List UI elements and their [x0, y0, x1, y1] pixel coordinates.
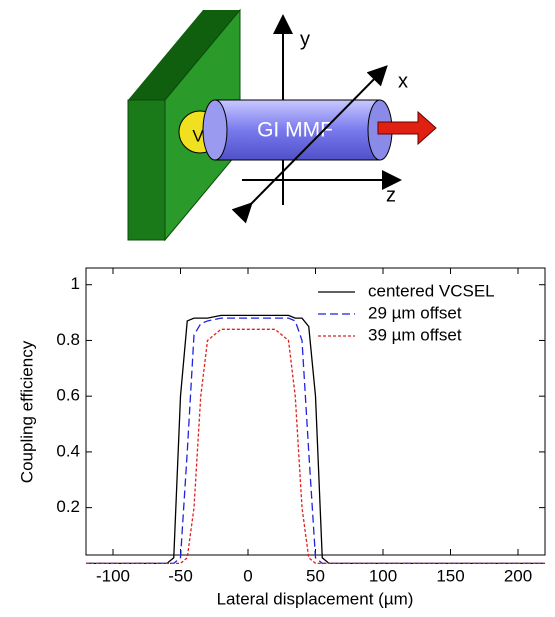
y-tick-label: 0.2 — [56, 497, 80, 516]
diagram: V y GI MMF x z — [127, 8, 437, 242]
legend-label: 29 µm offset — [368, 303, 462, 322]
x-tick-label: 100 — [369, 566, 397, 585]
z-axis-label: z — [386, 184, 396, 206]
series-line — [86, 314, 545, 565]
vcsel-label: V — [192, 126, 204, 145]
series-line — [86, 328, 545, 565]
y-tick-label: 0.6 — [56, 386, 80, 405]
y-tick-label: 0.8 — [56, 330, 80, 349]
x-tick-label: 0 — [243, 566, 252, 585]
y-axis-title: Coupling efficiency — [17, 340, 36, 483]
x-tick-label: 50 — [306, 566, 325, 585]
y-axis-label: y — [300, 28, 310, 50]
y-tick-label: 0.4 — [56, 441, 80, 460]
x-arrow — [231, 65, 388, 224]
x-tick-label: -100 — [96, 566, 130, 585]
x-axis-title: Lateral displacement (µm) — [217, 589, 414, 608]
x-tick-label: 150 — [436, 566, 464, 585]
wall-front — [127, 99, 166, 241]
x-tick-label: 200 — [504, 566, 532, 585]
x-tick-label: -50 — [168, 566, 193, 585]
legend-label: 39 µm offset — [368, 325, 462, 344]
series-line — [86, 317, 545, 565]
fiber-end — [202, 99, 228, 161]
y-tick-label: 1 — [71, 274, 80, 293]
x-axis-label: x — [398, 70, 408, 92]
wall-top — [128, 10, 240, 100]
fiber-label: GI MMF — [257, 119, 333, 142]
legend-label: centered VCSEL — [368, 281, 495, 300]
